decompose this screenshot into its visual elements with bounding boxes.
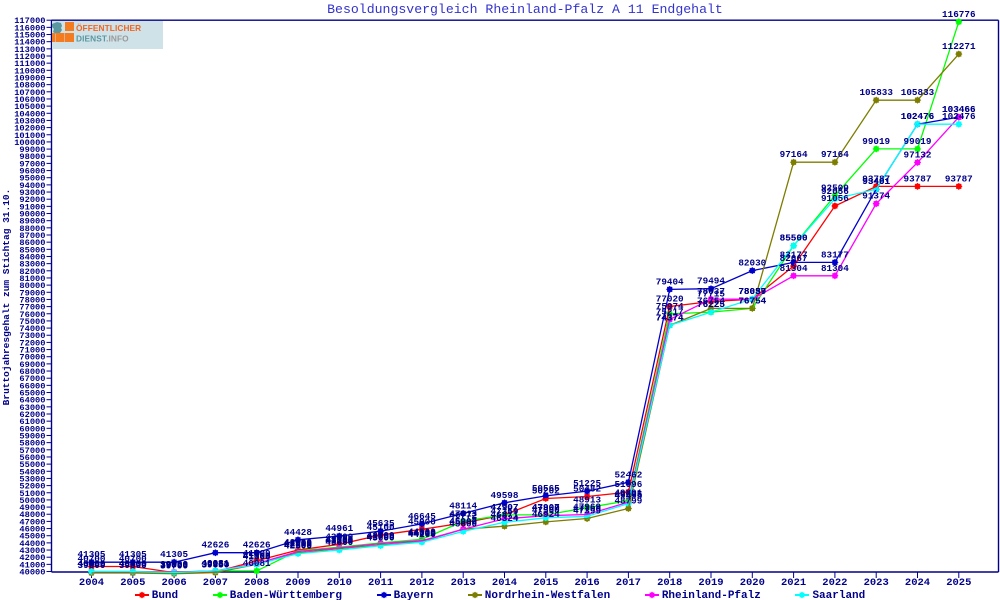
svg-text:40081: 40081	[201, 558, 229, 569]
svg-text:83177: 83177	[821, 249, 849, 260]
svg-text:40000: 40000	[119, 559, 147, 570]
svg-text:74374: 74374	[656, 312, 684, 323]
svg-text:85500: 85500	[780, 233, 808, 244]
svg-text:45635: 45635	[367, 518, 395, 529]
svg-text:91374: 91374	[862, 191, 890, 202]
svg-text:40000: 40000	[78, 559, 106, 570]
svg-text:112271: 112271	[942, 41, 976, 52]
svg-text:46645: 46645	[408, 511, 436, 522]
svg-text:39850: 39850	[160, 560, 188, 571]
svg-text:42626: 42626	[201, 540, 229, 551]
svg-text:82030: 82030	[738, 258, 766, 269]
svg-text:47500: 47500	[532, 505, 560, 516]
svg-text:50565: 50565	[532, 483, 560, 494]
svg-text:44961: 44961	[325, 523, 353, 534]
svg-text:83177: 83177	[780, 249, 808, 260]
svg-text:99019: 99019	[862, 136, 890, 147]
svg-text:76225: 76225	[697, 299, 725, 310]
svg-text:45600: 45600	[449, 518, 477, 529]
svg-text:49495: 49495	[614, 491, 642, 502]
svg-text:48114: 48114	[449, 500, 477, 511]
svg-text:79494: 79494	[697, 276, 725, 287]
svg-text:44100: 44100	[408, 529, 436, 540]
svg-text:52462: 52462	[614, 469, 642, 480]
svg-text:43000: 43000	[325, 537, 353, 548]
svg-text:81304: 81304	[780, 263, 808, 274]
svg-text:43600: 43600	[367, 533, 395, 544]
svg-text:78059: 78059	[738, 286, 766, 297]
svg-text:102476: 102476	[901, 111, 935, 122]
svg-text:47700: 47700	[573, 503, 601, 514]
svg-text:ÖFFENTLICHER: ÖFFENTLICHER	[76, 23, 141, 33]
svg-text:105833: 105833	[859, 87, 893, 98]
svg-text:46871: 46871	[491, 509, 519, 520]
svg-text:51225: 51225	[573, 478, 601, 489]
svg-text:99019: 99019	[904, 136, 932, 147]
svg-text:41000: 41000	[243, 551, 271, 562]
svg-text:93401: 93401	[862, 176, 890, 187]
svg-text:93787: 93787	[904, 173, 932, 184]
svg-text:97164: 97164	[780, 149, 808, 160]
svg-text:79404: 79404	[656, 276, 684, 287]
svg-text:DIENST.INFO: DIENST.INFO	[76, 34, 129, 44]
svg-text:44428: 44428	[284, 527, 312, 538]
svg-text:78037: 78037	[697, 286, 725, 297]
svg-text:97132: 97132	[904, 150, 932, 161]
svg-text:93787: 93787	[945, 173, 973, 184]
svg-text:105833: 105833	[901, 87, 935, 98]
svg-text:42500: 42500	[284, 541, 312, 552]
svg-text:92056: 92056	[821, 186, 849, 197]
svg-text:102476: 102476	[942, 111, 976, 122]
svg-text:117000: 117000	[14, 16, 45, 26]
svg-text:97164: 97164	[821, 149, 849, 160]
svg-text:49598: 49598	[491, 490, 519, 501]
svg-text:81304: 81304	[821, 263, 849, 274]
svg-text:42626: 42626	[243, 540, 271, 551]
svg-text:116776: 116776	[942, 9, 976, 20]
